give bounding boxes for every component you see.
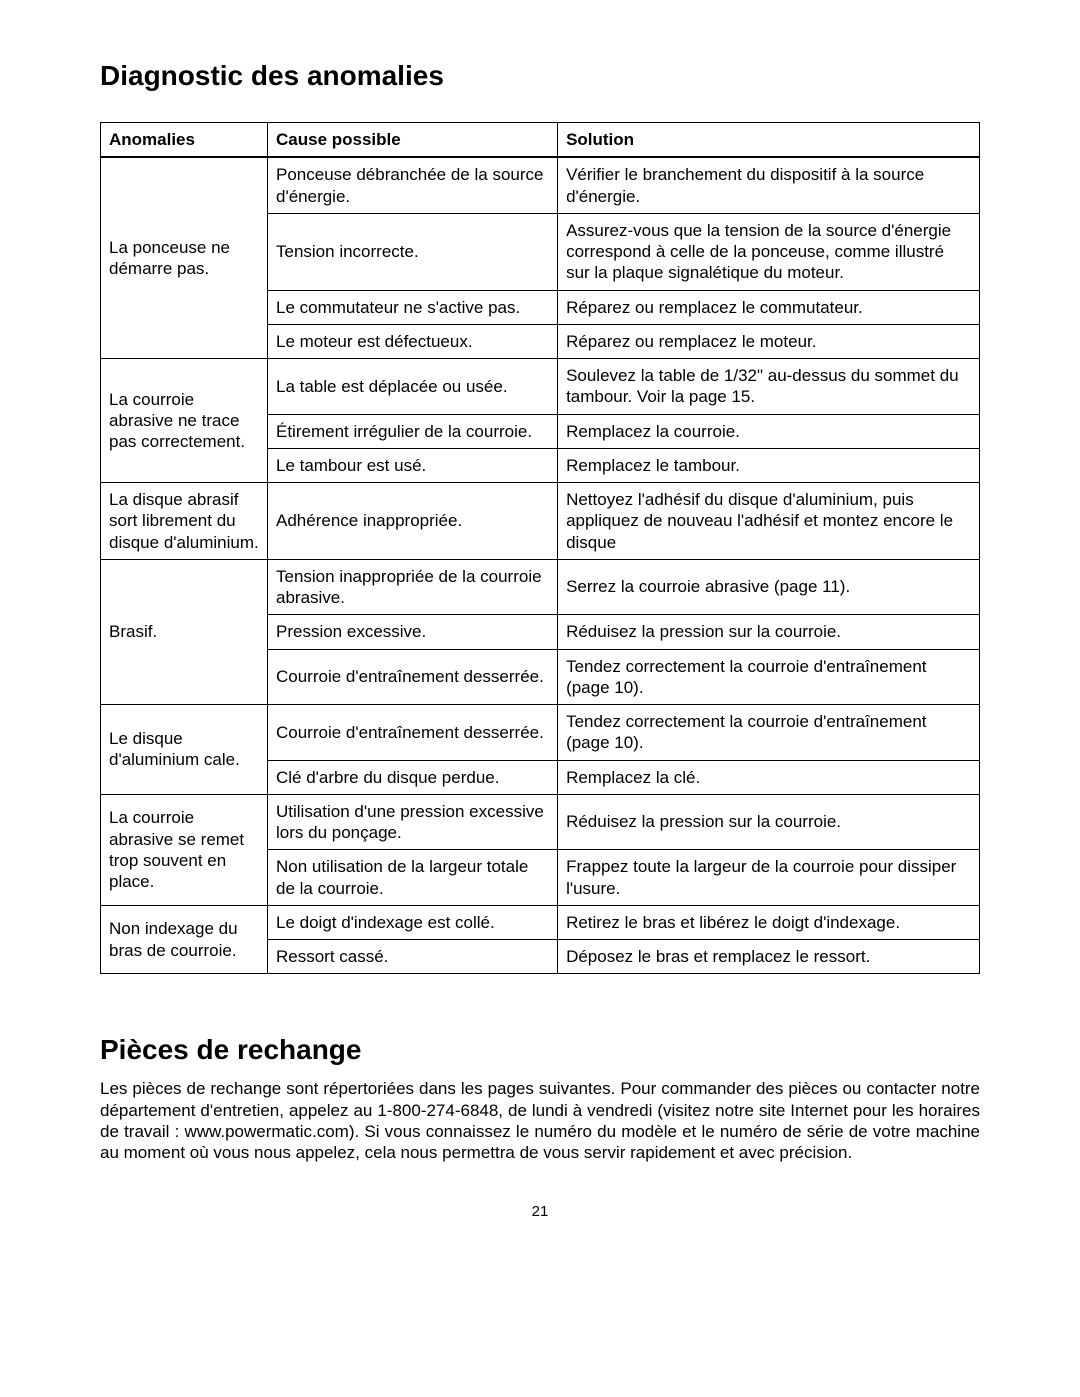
cell-solution: Serrez la courroie abrasive (page 11). (558, 559, 980, 615)
cell-anomaly: La courroie abrasive se remet trop souve… (101, 794, 268, 905)
cell-solution: Frappez toute la largeur de la courroie … (558, 850, 980, 906)
cell-anomaly: Le disque d'aluminium cale. (101, 705, 268, 795)
cell-cause: Pression excessive. (268, 615, 558, 649)
parts-paragraph: Les pièces de rechange sont répertoriées… (100, 1078, 980, 1163)
cell-solution: Nettoyez l'adhésif du disque d'aluminium… (558, 483, 980, 560)
cell-solution: Retirez le bras et libérez le doigt d'in… (558, 905, 980, 939)
table-row: La ponceuse ne démarre pas.Ponceuse débr… (101, 157, 980, 213)
cell-solution: Soulevez la table de 1/32" au-dessus du … (558, 359, 980, 415)
cell-solution: Tendez correctement la courroie d'entraî… (558, 649, 980, 705)
heading-parts: Pièces de rechange (100, 1034, 980, 1066)
cell-cause: Le moteur est défectueux. (268, 324, 558, 358)
cell-solution: Réparez ou remplacez le commutateur. (558, 290, 980, 324)
cell-solution: Remplacez le tambour. (558, 448, 980, 482)
cell-cause: Courroie d'entraînement desserrée. (268, 649, 558, 705)
cell-cause: La table est déplacée ou usée. (268, 359, 558, 415)
table-row: Non indexage du bras de courroie.Le doig… (101, 905, 980, 939)
page-number: 21 (100, 1203, 980, 1220)
cell-cause: Clé d'arbre du disque perdue. (268, 760, 558, 794)
cell-solution: Vérifier le branchement du dispositif à … (558, 157, 980, 213)
cell-anomaly: Non indexage du bras de courroie. (101, 905, 268, 974)
cell-cause: Courroie d'entraînement desserrée. (268, 705, 558, 761)
cell-solution: Déposez le bras et remplacez le ressort. (558, 940, 980, 974)
cell-solution: Remplacez la clé. (558, 760, 980, 794)
cell-solution: Réduisez la pression sur la courroie. (558, 615, 980, 649)
troubleshooting-table: Anomalies Cause possible Solution La pon… (100, 122, 980, 974)
cell-solution: Tendez correctement la courroie d'entraî… (558, 705, 980, 761)
cell-cause: Tension incorrecte. (268, 213, 558, 290)
header-solution: Solution (558, 123, 980, 158)
table-row: La disque abrasif sort librement du disq… (101, 483, 980, 560)
cell-solution: Réduisez la pression sur la courroie. (558, 794, 980, 850)
table-row: Le disque d'aluminium cale.Courroie d'en… (101, 705, 980, 761)
table-header-row: Anomalies Cause possible Solution (101, 123, 980, 158)
cell-cause: Le commutateur ne s'active pas. (268, 290, 558, 324)
cell-cause: Ressort cassé. (268, 940, 558, 974)
cell-cause: Le doigt d'indexage est collé. (268, 905, 558, 939)
cell-cause: Ponceuse débranchée de la source d'énerg… (268, 157, 558, 213)
cell-anomaly: Brasif. (101, 559, 268, 704)
cell-solution: Réparez ou remplacez le moteur. (558, 324, 980, 358)
header-anomalies: Anomalies (101, 123, 268, 158)
table-row: Brasif.Tension inappropriée de la courro… (101, 559, 980, 615)
cell-anomaly: La courroie abrasive ne trace pas correc… (101, 359, 268, 483)
cell-cause: Le tambour est usé. (268, 448, 558, 482)
table-row: La courroie abrasive ne trace pas correc… (101, 359, 980, 415)
table-row: La courroie abrasive se remet trop souve… (101, 794, 980, 850)
header-cause: Cause possible (268, 123, 558, 158)
cell-solution: Assurez-vous que la tension de la source… (558, 213, 980, 290)
page: Diagnostic des anomalies Anomalies Cause… (0, 0, 1080, 1397)
cell-solution: Remplacez la courroie. (558, 414, 980, 448)
cell-anomaly: La ponceuse ne démarre pas. (101, 157, 268, 358)
cell-anomaly: La disque abrasif sort librement du disq… (101, 483, 268, 560)
cell-cause: Adhérence inappropriée. (268, 483, 558, 560)
cell-cause: Étirement irrégulier de la courroie. (268, 414, 558, 448)
heading-diagnostics: Diagnostic des anomalies (100, 60, 980, 92)
cell-cause: Non utilisation de la largeur totale de … (268, 850, 558, 906)
cell-cause: Tension inappropriée de la courroie abra… (268, 559, 558, 615)
cell-cause: Utilisation d'une pression excessive lor… (268, 794, 558, 850)
